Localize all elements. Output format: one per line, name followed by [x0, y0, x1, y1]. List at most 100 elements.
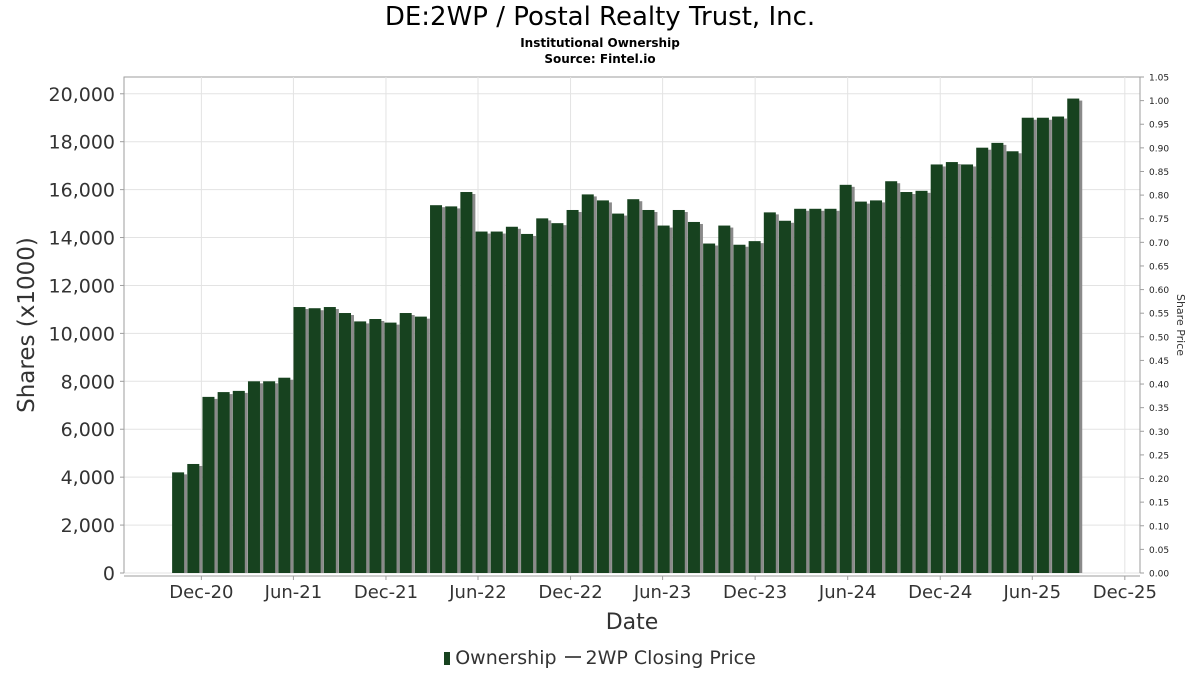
bar-ownership: [521, 233, 534, 574]
legend-line-price: [564, 656, 581, 658]
y-tick-label: 14,000: [49, 228, 115, 250]
bar-ownership: [718, 225, 731, 574]
chart-subtitle: Institutional Ownership: [520, 36, 680, 50]
bar-ownership: [278, 377, 291, 573]
bar-ownership: [748, 241, 761, 574]
y-tick-label: 4,000: [61, 467, 115, 489]
bar-ownership: [1021, 117, 1034, 573]
bar-ownership: [369, 319, 382, 573]
bar-ownership: [172, 472, 185, 573]
y-tick-label: 6,000: [61, 419, 115, 441]
y-tick-label: 10,000: [49, 323, 115, 345]
bar-ownership: [323, 307, 336, 573]
bar-ownership: [217, 392, 230, 573]
bar-ownership: [263, 381, 276, 573]
x-tick-label: Jun-23: [633, 582, 692, 603]
bar-ownership: [930, 164, 943, 574]
y2-tick-label: 0.10: [1149, 522, 1169, 532]
bar-ownership: [536, 218, 549, 573]
bar-ownership: [778, 220, 791, 573]
bar-ownership: [202, 396, 215, 573]
x-tick-label: Jun-22: [448, 582, 507, 603]
x-tick-label: Jun-21: [264, 582, 323, 603]
y2-tick-label: 0.45: [1149, 357, 1169, 367]
bar-ownership: [976, 147, 989, 574]
y2-tick-label: 0.65: [1149, 262, 1169, 272]
y2-tick-label: 1.00: [1149, 97, 1169, 107]
chart-title: DE:2WP / Postal Realty Trust, Inc.: [384, 2, 816, 32]
bar-ownership: [839, 184, 852, 573]
y-tick-label: 0: [103, 563, 115, 585]
x-axis-label: Date: [606, 610, 659, 635]
bar-ownership: [945, 162, 958, 573]
bar-ownership: [308, 308, 321, 573]
y2-tick-label: 0.55: [1149, 310, 1169, 320]
bar-ownership: [900, 192, 913, 573]
bar-ownership: [627, 199, 640, 574]
bar-ownership: [870, 200, 883, 573]
bar-ownership: [763, 212, 776, 573]
bar-ownership: [1006, 151, 1019, 573]
bar-ownership: [657, 225, 670, 574]
bar-ownership: [399, 313, 412, 573]
bar-ownership: [1052, 116, 1065, 574]
x-tick-label: Dec-24: [908, 582, 972, 603]
y2-tick-label: 0.95: [1149, 121, 1169, 131]
y2-axis-label: Share Price: [1174, 294, 1187, 356]
y-axis-right: 0.00 0.05 0.10 0.15 0.20 0.25 0.30 0.35 0.40 0.45…: [1139, 74, 1169, 580]
y2-tick-label: 0.00: [1149, 570, 1169, 580]
bar-ownership: [581, 194, 594, 573]
bar-ownership: [854, 201, 867, 573]
bar-ownership: [809, 208, 822, 573]
bar-ownership: [566, 209, 579, 573]
y-axis-left: 0 2,000 4,000 6,000 8,000 10,000 12,000 14,000 1…: [49, 77, 125, 585]
bar-ownership: [991, 142, 1004, 573]
bar-ownership: [293, 307, 306, 573]
bar-ownership: [733, 244, 746, 573]
bar-ownership: [794, 208, 807, 573]
chart-source: Source: Fintel.io: [544, 52, 656, 66]
legend-swatch-ownership: [444, 652, 451, 665]
bar-ownership: [642, 209, 655, 573]
x-tick-label: Dec-23: [723, 582, 787, 603]
bar-ownership: [961, 164, 974, 574]
y-tick-label: 12,000: [49, 275, 115, 297]
bar-ownership: [1067, 98, 1080, 573]
y2-tick-label: 0.25: [1149, 451, 1169, 461]
bar-ownership: [596, 200, 609, 573]
bar-ownership: [414, 316, 427, 573]
y2-tick-label: 0.15: [1149, 499, 1169, 509]
y-tick-label: 18,000: [49, 132, 115, 154]
y-tick-label: 8,000: [61, 371, 115, 393]
bar-ownership: [475, 231, 488, 573]
x-tick-label: Dec-21: [354, 582, 418, 603]
y2-tick-label: 0.75: [1149, 215, 1169, 225]
y-tick-label: 16,000: [49, 180, 115, 202]
bar-ownership: [915, 190, 928, 574]
x-tick-label: Jun-24: [818, 582, 877, 603]
y2-tick-label: 0.50: [1149, 333, 1169, 343]
legend: Ownership 2WP Closing Price: [0, 647, 1200, 669]
x-tick-label: Dec-22: [538, 582, 602, 603]
x-tick-label: Dec-20: [169, 582, 233, 603]
bar-ownership: [354, 321, 367, 573]
legend-label-ownership: Ownership: [455, 647, 557, 669]
bar-ownership: [824, 208, 837, 573]
y2-tick-label: 0.80: [1149, 192, 1169, 202]
bar-ownership: [445, 206, 458, 574]
bar-ownership: [490, 231, 503, 573]
y-tick-label: 20,000: [49, 84, 115, 106]
y2-tick-label: 0.05: [1149, 546, 1169, 556]
bar-ownership: [460, 192, 473, 573]
x-axis: Dec-20 Jun-21 Dec-21 Jun-22 Dec-22 Jun-23 Dec-…: [124, 575, 1157, 603]
y-tick-label: 2,000: [61, 515, 115, 537]
y2-tick-label: 0.70: [1149, 239, 1169, 249]
bar-ownership: [187, 463, 200, 573]
bar-ownership: [551, 223, 564, 573]
bar-ownership: [1036, 117, 1049, 573]
y2-tick-label: 0.60: [1149, 286, 1169, 296]
bar-ownership: [339, 313, 352, 573]
bar-ownership: [612, 213, 625, 573]
x-tick-label: Dec-25: [1093, 582, 1157, 603]
